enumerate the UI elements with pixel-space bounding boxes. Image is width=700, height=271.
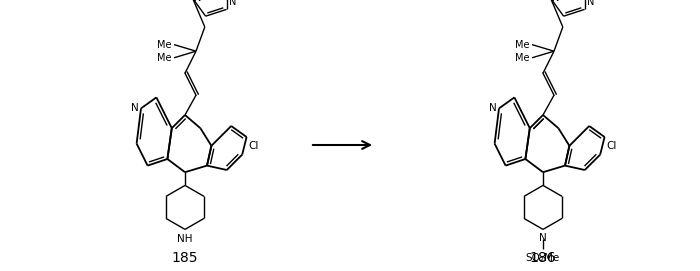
Text: N: N	[587, 0, 594, 7]
Text: NH: NH	[177, 234, 192, 244]
Text: Cl: Cl	[248, 141, 258, 151]
Text: SO₂Me: SO₂Me	[526, 253, 560, 263]
Text: N: N	[228, 0, 236, 7]
Text: Me: Me	[157, 53, 171, 63]
Text: 186: 186	[530, 251, 556, 265]
Text: N: N	[489, 104, 497, 113]
Text: N: N	[552, 0, 559, 4]
Text: N: N	[194, 0, 201, 4]
Text: N: N	[539, 233, 547, 243]
Text: Cl: Cl	[606, 141, 617, 151]
Text: Me: Me	[514, 53, 529, 63]
Text: N: N	[132, 104, 139, 113]
Text: 185: 185	[172, 251, 198, 265]
Text: Me: Me	[157, 40, 171, 50]
Text: Me: Me	[514, 40, 529, 50]
